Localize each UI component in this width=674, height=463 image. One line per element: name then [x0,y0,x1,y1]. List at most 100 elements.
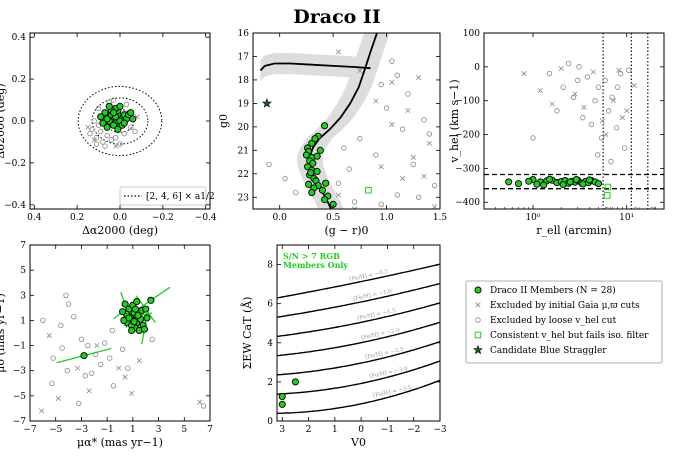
member-point [121,300,129,308]
member-point [278,393,286,401]
legend-marker-member [474,286,482,294]
excluded-gaia-point [581,104,587,111]
y-axis-label: ΣEW CaT (Å) [240,297,254,370]
y-tick-label: 1 [20,316,26,326]
panel-cmd: 0.0 0.5 1.0 1.5 16 17 18 19 20 21 22 23 (g − r)0 g0 [217,29,447,237]
isometallicity-label: [Fe/H] = −3.0 [369,366,409,380]
y-tick-label: 2 [267,378,273,388]
excluded-gaia-point [335,192,342,198]
excluded-velocity-point [107,355,113,361]
member-point [305,180,313,188]
member-point [116,102,124,110]
y-tick-label: −0.4 [4,201,26,211]
excluded-gaia-point [426,140,432,146]
excluded-velocity-point [426,131,433,137]
excluded-velocity-point [282,175,288,182]
excluded-velocity-point [614,84,621,90]
excluded-velocity-point [546,70,553,77]
member-point [130,318,138,326]
radius-line-label: 2 a1/2 [605,206,613,228]
excluded-gaia-point [416,75,422,81]
excluded-velocity-point [87,130,93,137]
isometallicity-label: [Fe/H] = −1.0 [353,288,393,302]
panel-velocity: 2 a1/2 4 a1/2 6 a1/2 10⁰ 10¹ −400 −300 −200 −100… [448,29,665,237]
excluded-velocity-point [609,94,615,101]
spatial-legend: [2, 4, 6] × a1/2 [119,186,215,206]
excluded-velocity-point [594,152,601,158]
excluded-velocity-point [110,97,117,103]
excluded-velocity-point [625,67,632,73]
member-point [321,122,329,130]
member-point [572,176,580,184]
excluded-gaia-point [400,175,406,182]
excluded-velocity-point [149,336,155,342]
blue-straggler-point [472,344,484,355]
x-tick-label: 0.2 [70,213,84,223]
excluded-velocity-point [357,135,363,142]
x-tick-label: 1 [332,425,338,435]
excluded-gaia-point [405,107,411,114]
y-tick-label: −1 [13,342,26,352]
member-point [97,113,105,121]
x-tick-label: 0.0 [113,213,128,223]
x-axis-label: Δα2000 (deg) [82,224,158,237]
excluded-velocity-point [113,135,119,141]
excluded-gaia-point [421,173,427,179]
member-point [114,125,122,133]
member-point [308,139,316,147]
excluded-velocity-point [410,161,416,168]
excluded-velocity-point [50,355,56,361]
excluded-gaia-point [122,374,128,380]
y-tick-label: 22 [238,170,249,180]
excluded-velocity-point [584,74,591,80]
excluded-velocity-point [109,327,115,334]
excluded-velocity-point [580,114,586,121]
member-point [110,109,118,117]
legend-label: Consistent v_hel but fails iso. filter [490,331,649,341]
plot-area-cmd [259,33,438,209]
excluded-velocity-point [560,84,566,90]
panel-proper_motion: −7 −5 −3 −1 1 3 5 7 −7 −5 −3 −1 1 3 5 7 μα* (mas yr−1) μδ… [0,241,213,449]
isometallicity-label: [Fe/H] = −2.5 [365,347,405,361]
panel-cat_ew: [Fe/H] = −0.5 [Fe/H] = −1.0 [Fe/H] = −1.5 [… [240,244,447,449]
member-point [313,167,321,176]
excluded-velocity-point [64,368,70,374]
excluded-velocity-point [431,182,438,189]
excluded-velocity-point [59,345,65,351]
x-tick-label: −7 [23,425,37,435]
excluded-velocity-point [63,292,69,298]
member-point [142,305,150,313]
y-tick-label: 4 [267,339,273,349]
excluded-velocity-point [82,373,88,379]
excluded-gaia-point [116,365,122,371]
y-tick-label: 0 [267,417,273,427]
x-tick-label: 7 [207,425,213,435]
excluded-gaia-point [378,164,384,170]
excluded-velocity-point [346,166,352,172]
y-tick-label: 6 [267,300,273,310]
member-point [321,196,329,204]
x-axis-label: r_ell (arcmin) [536,224,611,237]
member-point [316,146,324,154]
x-tick-label: −1 [381,425,394,435]
excluded-velocity-point [378,201,384,208]
excluded-gaia-point [113,143,119,149]
excluded-velocity-point [58,322,64,329]
member-point [533,180,541,188]
x-tick-label: 1.5 [433,213,448,223]
x-tick-label: −0.4 [195,213,217,223]
plot-area-velocity: 2 a1/2 4 a1/2 6 a1/2 [484,33,664,228]
excluded-gaia-point [55,395,61,401]
figure-title: Draco II [293,6,381,28]
y-tick-label: −5 [13,392,27,402]
excluded-gaia-point [351,206,358,209]
member-point [525,177,533,185]
excluded-velocity-point [588,121,595,128]
y-tick-label: 16 [238,29,250,39]
member-point [322,179,330,187]
excluded-velocity-point [104,132,110,139]
excluded-velocity-point [605,108,612,114]
excluded-gaia-point [410,154,416,160]
y-tick-label: 7 [20,241,26,251]
radius-line-label: 4 a1/2 [633,206,641,228]
